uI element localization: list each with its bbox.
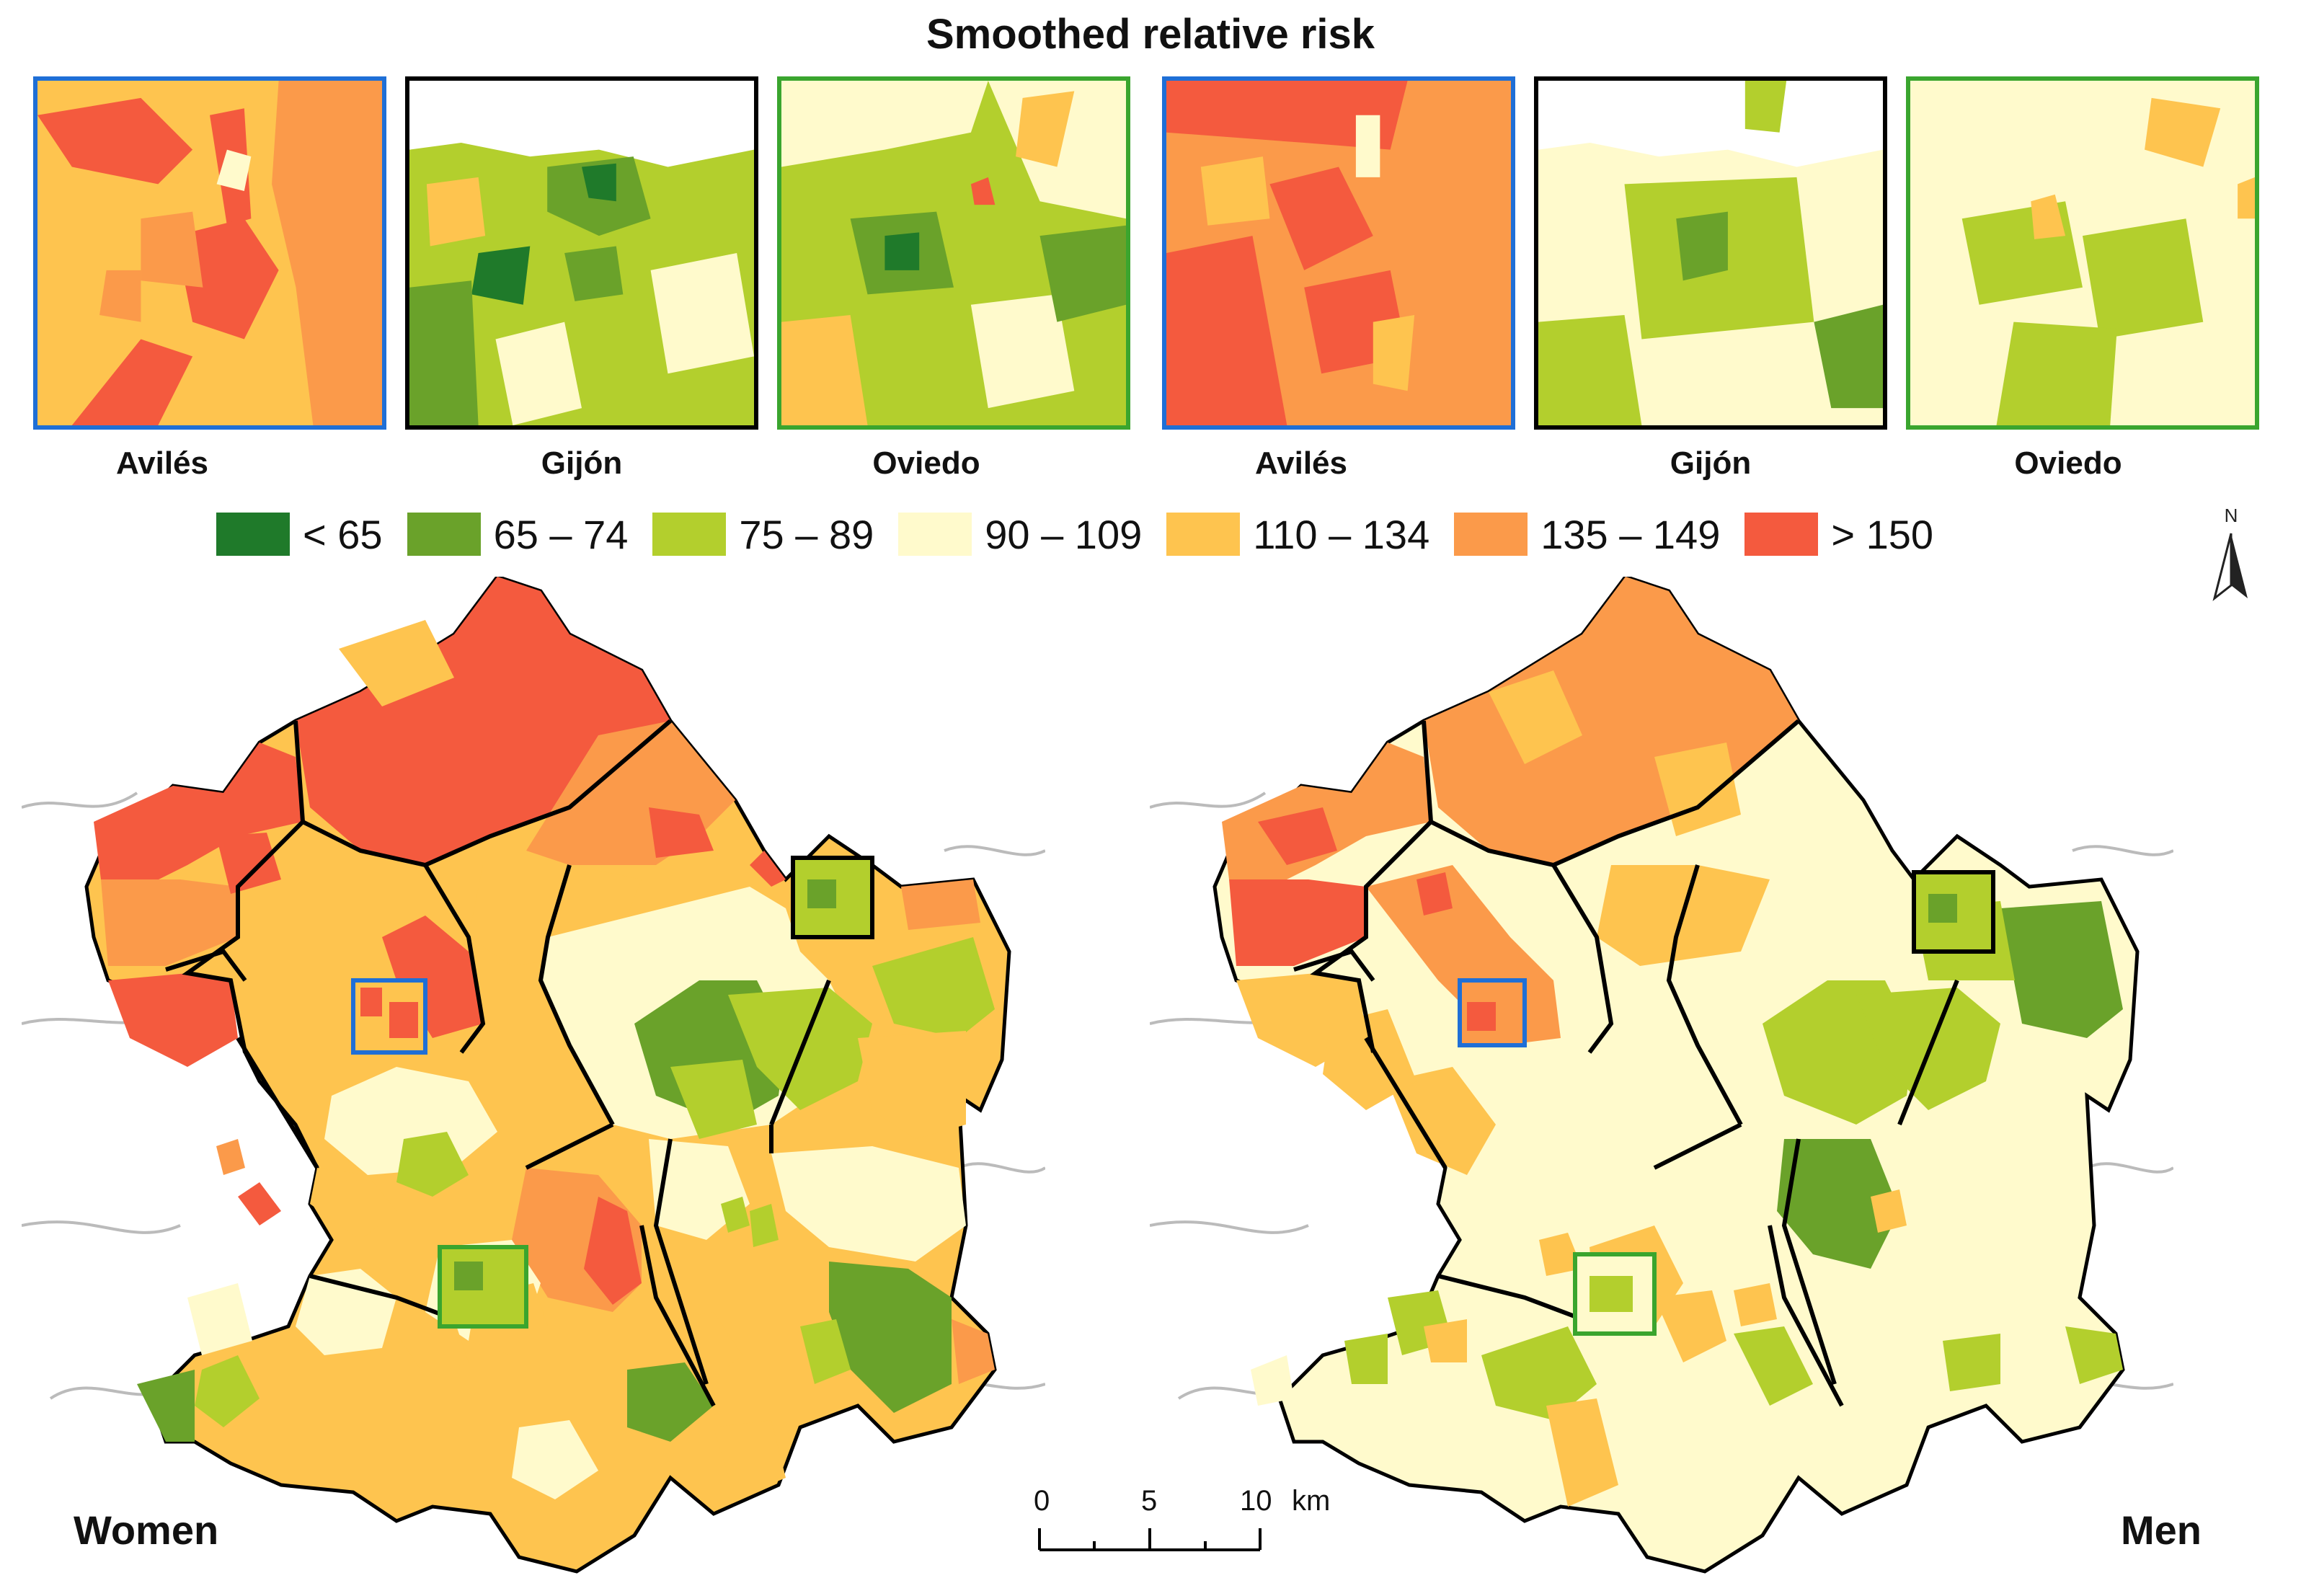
legend-swatch bbox=[1454, 513, 1528, 556]
map-label-men: Men bbox=[2121, 1507, 2202, 1553]
legend-swatch bbox=[407, 513, 481, 556]
legend-swatch bbox=[1166, 513, 1241, 556]
inset-label-oviedo-men: Oviedo bbox=[2014, 445, 2122, 481]
legend-swatch bbox=[216, 513, 290, 556]
inset-gijon-women bbox=[405, 76, 758, 430]
legend-item: 135 – 149 bbox=[1454, 511, 1720, 558]
legend-swatch bbox=[898, 513, 972, 556]
inset-oviedo-men bbox=[1906, 76, 2259, 430]
map-men bbox=[1150, 577, 2173, 1586]
inset-aviles-men bbox=[1162, 76, 1515, 430]
legend-swatch bbox=[1744, 513, 1819, 556]
north-letter: N bbox=[2224, 505, 2238, 526]
scale-unit: km bbox=[1292, 1485, 1331, 1517]
inset-aviles-women bbox=[33, 76, 386, 430]
legend-label: 110 – 134 bbox=[1253, 511, 1430, 557]
scale-tick-5: 5 bbox=[1141, 1485, 1158, 1517]
legend-label: 75 – 89 bbox=[739, 511, 874, 557]
north-arrow: N bbox=[2206, 505, 2256, 613]
scale-bar: 0 5 10 km bbox=[1024, 1485, 1330, 1571]
legend-label: 90 – 109 bbox=[985, 511, 1143, 557]
legend-label: > 150 bbox=[1831, 511, 1934, 557]
inset-label-gijon-women: Gijón bbox=[541, 445, 623, 481]
legend-label: 65 – 74 bbox=[493, 511, 629, 557]
map-women bbox=[22, 577, 1045, 1586]
legend-item: 65 – 74 bbox=[407, 511, 629, 558]
north-arrow-icon bbox=[2212, 533, 2248, 601]
scale-tick-0: 0 bbox=[1034, 1485, 1050, 1517]
legend-item: 110 – 134 bbox=[1166, 511, 1429, 558]
legend-item: 90 – 109 bbox=[898, 511, 1142, 558]
inset-oviedo-women bbox=[777, 76, 1130, 430]
inset-label-oviedo-women: Oviedo bbox=[872, 445, 980, 481]
inset-label-aviles-men: Avilés bbox=[1254, 445, 1347, 481]
scale-tick-10: 10 bbox=[1240, 1485, 1272, 1517]
inset-label-aviles-women: Avilés bbox=[115, 445, 208, 481]
legend-item: 75 – 89 bbox=[652, 511, 874, 558]
figure-title: Smoothed relative risk bbox=[926, 11, 1375, 58]
legend-item: > 150 bbox=[1744, 511, 1933, 558]
inset-label-gijon-men: Gijón bbox=[1670, 445, 1752, 481]
legend-label: 135 – 149 bbox=[1540, 511, 1721, 557]
legend-label: < 65 bbox=[303, 511, 383, 557]
map-label-women: Women bbox=[74, 1507, 219, 1553]
legend: < 65 65 – 74 75 – 89 90 – 109 110 – 134 … bbox=[216, 509, 1958, 559]
inset-gijon-men bbox=[1534, 76, 1887, 430]
legend-swatch bbox=[652, 513, 727, 556]
legend-item: < 65 bbox=[216, 511, 383, 558]
scale-bar-line bbox=[1038, 1528, 1262, 1551]
